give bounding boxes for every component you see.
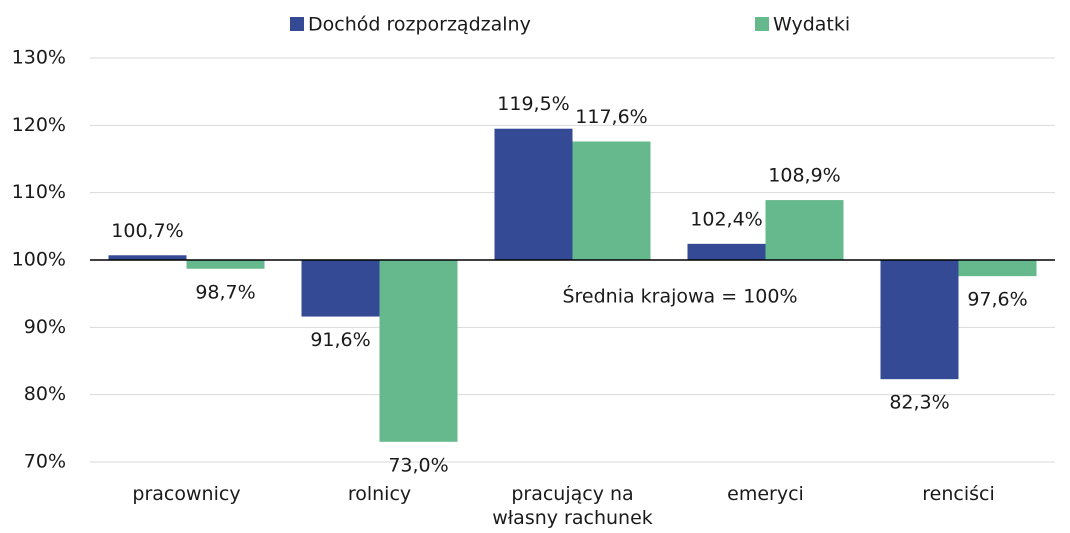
bar bbox=[687, 243, 766, 260]
value-label: 119,5% bbox=[497, 93, 569, 115]
value-label: 97,6% bbox=[967, 289, 1027, 311]
value-label: 117,6% bbox=[575, 106, 647, 128]
x-tick-label: renciści bbox=[922, 483, 995, 505]
value-label: 98,7% bbox=[195, 281, 255, 303]
value-label: 91,6% bbox=[310, 329, 370, 351]
y-tick-label: 80% bbox=[24, 383, 66, 405]
legend-swatch bbox=[290, 17, 304, 31]
bar bbox=[186, 260, 265, 269]
y-tick-label: 110% bbox=[12, 181, 66, 203]
bar bbox=[958, 260, 1037, 277]
x-tick-label: pracujący na własny rachunek bbox=[492, 483, 653, 529]
y-tick-label: 120% bbox=[12, 114, 66, 136]
bar bbox=[880, 260, 959, 380]
x-tick-label: emeryci bbox=[727, 483, 804, 505]
legend-label: Dochód rozporządzalny bbox=[308, 14, 531, 36]
legend-label: Wydatki bbox=[773, 14, 850, 36]
value-label: 73,0% bbox=[388, 454, 448, 476]
y-tick-label: 70% bbox=[24, 451, 66, 473]
bar bbox=[108, 255, 187, 260]
x-tick-label: rolnicy bbox=[347, 483, 412, 505]
bar bbox=[572, 141, 651, 260]
y-tick-label: 130% bbox=[12, 47, 66, 69]
bar bbox=[379, 260, 458, 442]
bar bbox=[494, 128, 573, 260]
x-tick-label: pracownicy bbox=[132, 483, 241, 505]
value-label: 102,4% bbox=[690, 208, 762, 230]
legend-swatch bbox=[755, 17, 769, 31]
bar bbox=[765, 200, 844, 260]
bar bbox=[301, 260, 380, 317]
value-label: 108,9% bbox=[768, 165, 840, 187]
y-tick-label: 100% bbox=[12, 249, 66, 271]
y-tick-label: 90% bbox=[24, 316, 66, 338]
value-label: 100,7% bbox=[111, 220, 183, 242]
annotation: Średnia krajowa = 100% bbox=[562, 284, 797, 308]
value-label: 82,3% bbox=[889, 392, 949, 414]
